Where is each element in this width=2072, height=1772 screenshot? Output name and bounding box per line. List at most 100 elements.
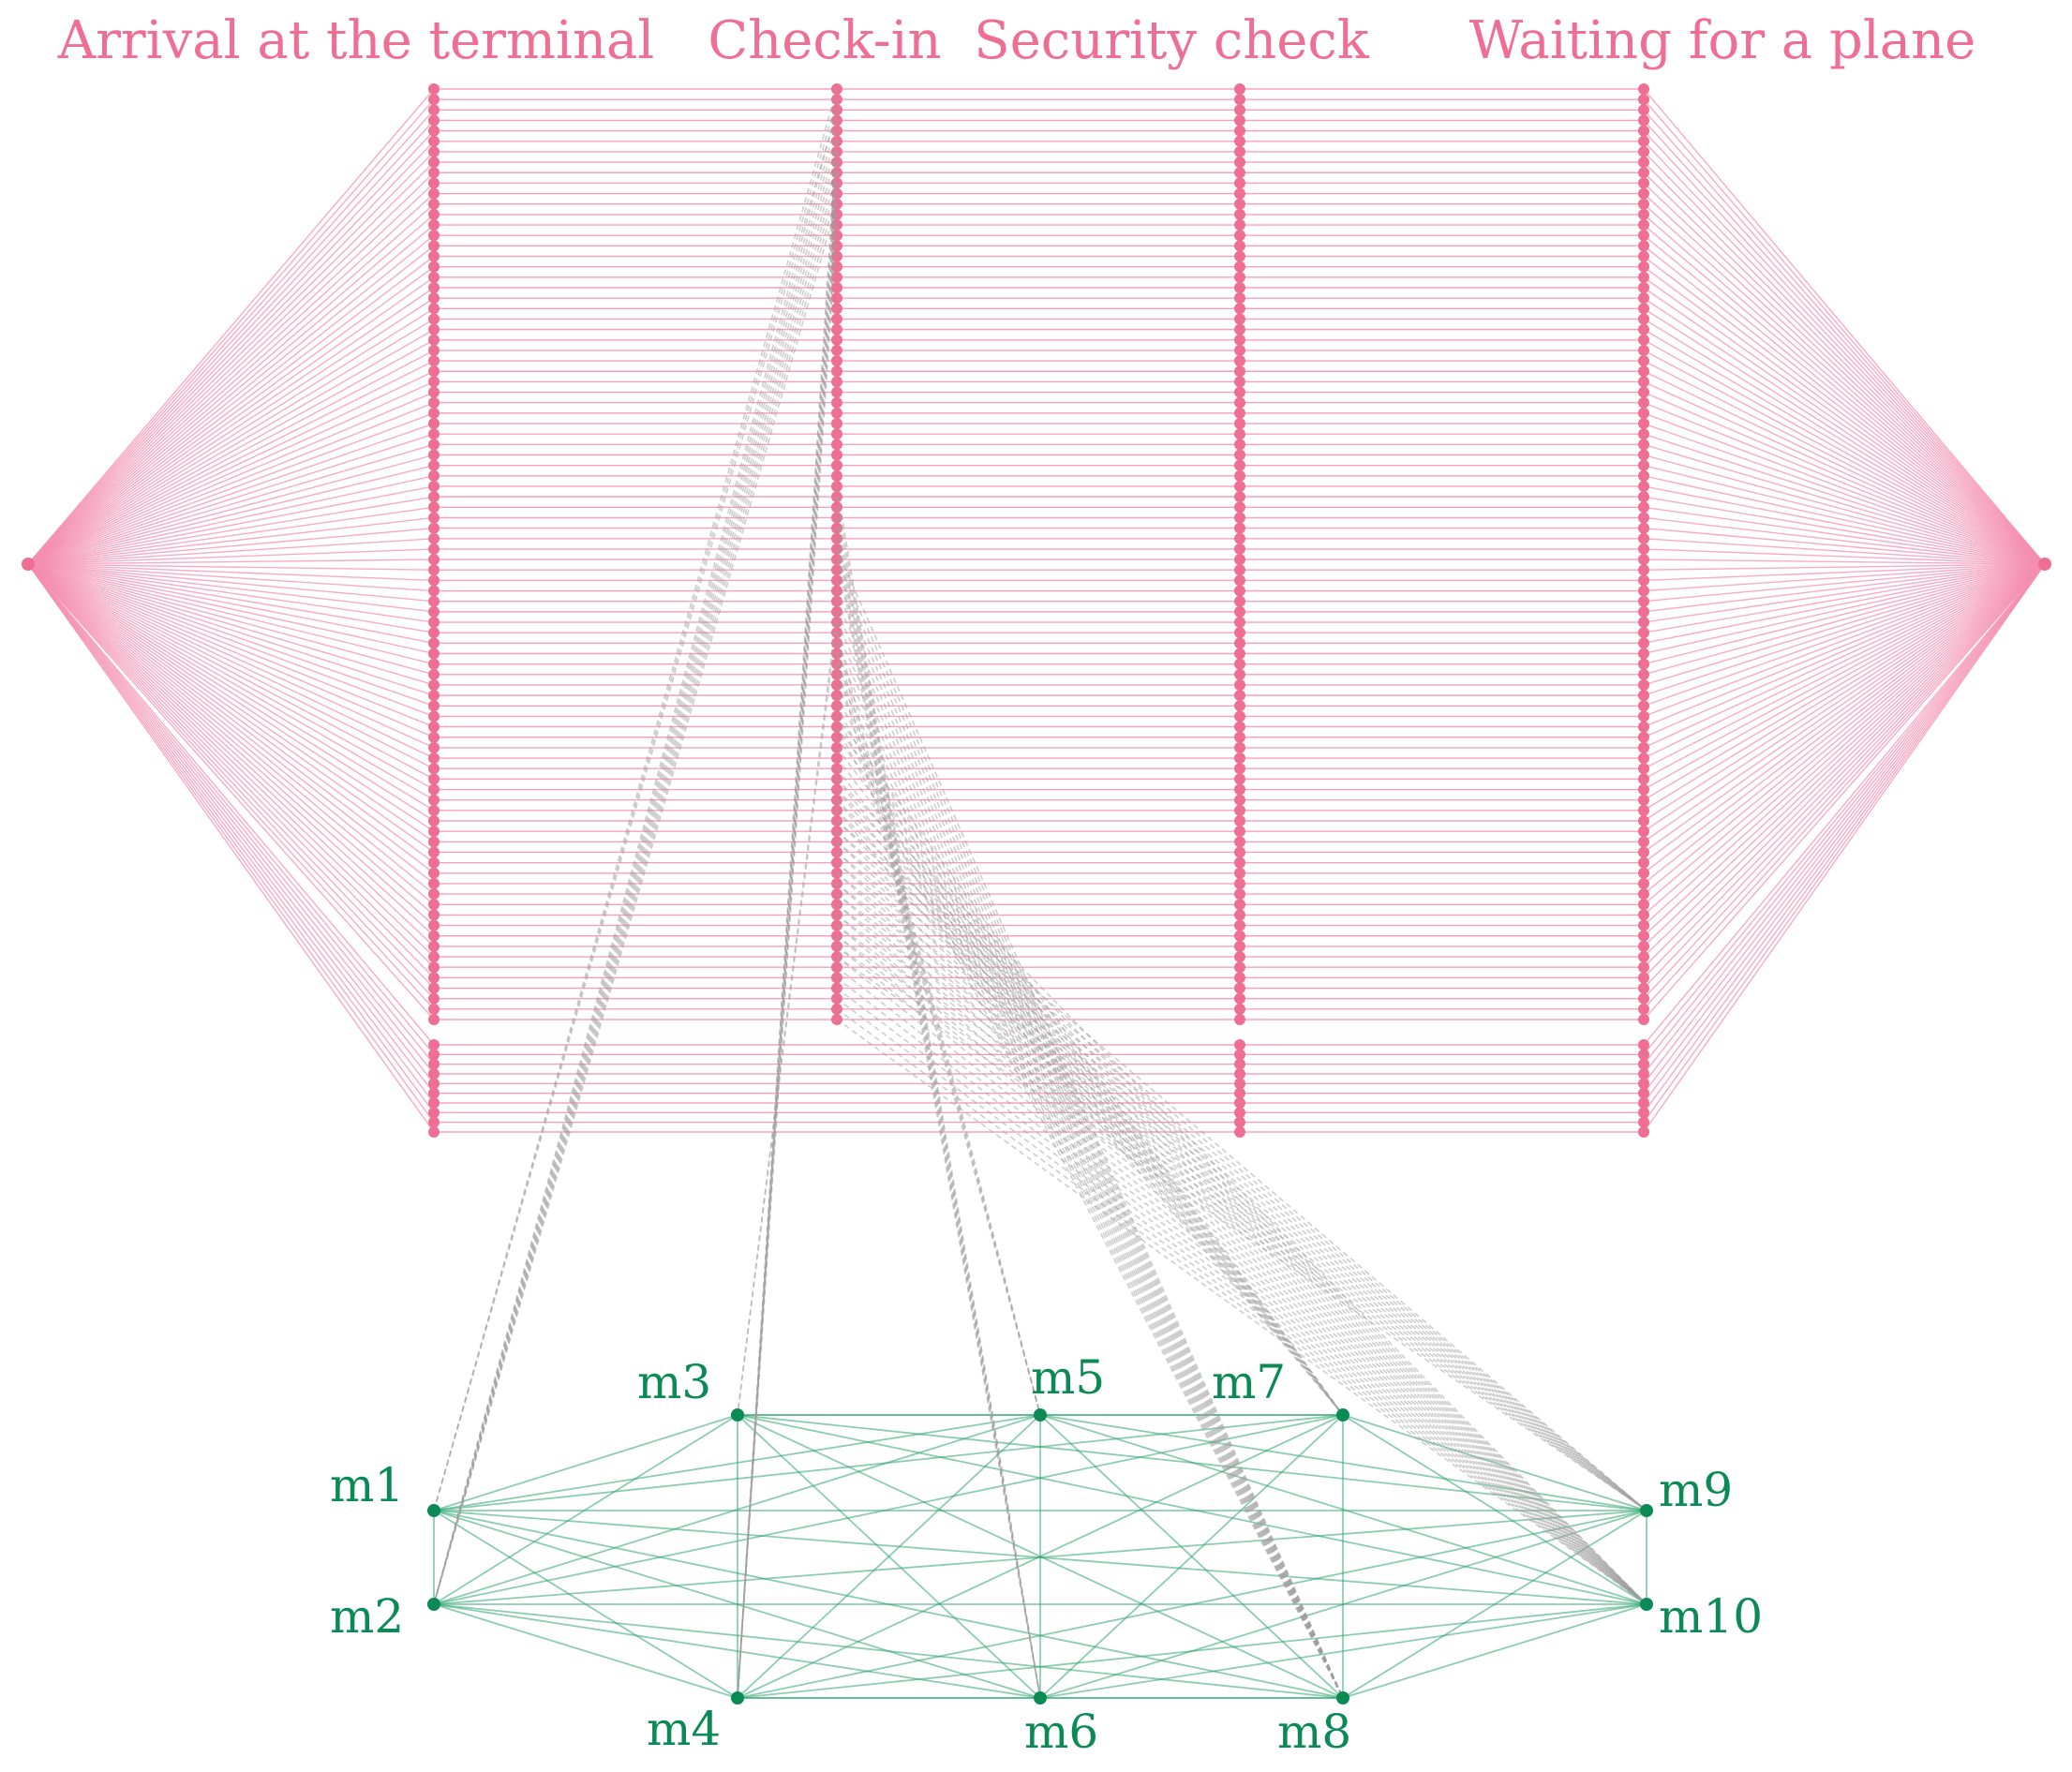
task-node	[1234, 501, 1245, 514]
task-node	[1234, 156, 1245, 169]
task-node	[1638, 459, 1649, 471]
machine-label-m5: m5	[1031, 1350, 1105, 1405]
task-node	[1638, 1087, 1649, 1099]
task-node	[428, 114, 440, 127]
assignment-edge-m10	[836, 841, 1647, 1605]
task-node	[428, 678, 440, 691]
task-node	[1234, 261, 1245, 273]
source-edge	[27, 563, 435, 718]
task-node	[428, 648, 440, 660]
task-node	[428, 418, 440, 430]
task-node	[1638, 418, 1649, 430]
task-node	[1638, 135, 1649, 147]
task-node	[428, 156, 440, 169]
source-edge	[27, 88, 435, 565]
source-edge	[27, 506, 435, 565]
sink-edge	[1643, 475, 2046, 565]
task-node	[1638, 1058, 1649, 1070]
sink-edge	[1643, 563, 2046, 665]
sink-edge	[1643, 563, 2046, 1046]
task-node	[1234, 700, 1245, 712]
task-node	[831, 323, 842, 335]
source-edge	[27, 563, 435, 1104]
sink-edge	[1643, 402, 2046, 565]
machine-label-m10: m10	[1659, 1589, 1763, 1644]
task-node	[1234, 522, 1245, 534]
task-node	[428, 1078, 440, 1090]
source-edge	[27, 563, 435, 958]
task-node	[1234, 658, 1245, 670]
task-node	[428, 741, 440, 753]
task-node	[1234, 595, 1245, 607]
source-edge	[27, 350, 435, 565]
source-edge	[27, 360, 435, 565]
assignment-edge-m9	[836, 924, 1647, 1511]
sink-edge	[1643, 109, 2046, 565]
source-edge	[27, 563, 435, 1133]
task-node	[428, 574, 440, 587]
source-edge	[27, 402, 435, 565]
assignment-edge-m7	[836, 747, 1344, 1416]
task-node	[1234, 804, 1245, 816]
sink-edge	[1643, 151, 2046, 565]
sink-edge	[1643, 287, 2046, 565]
machine-node-m4	[731, 1691, 744, 1705]
task-node	[831, 292, 842, 305]
sink-edge	[1643, 563, 2046, 1075]
task-node	[1234, 982, 1245, 994]
sink-edge	[1643, 506, 2046, 565]
assignment-edge-m7	[836, 789, 1344, 1416]
machine-node-m3	[731, 1408, 744, 1422]
sink-edge	[1643, 563, 2046, 1113]
task-node	[831, 376, 842, 388]
assignment-edge-m10	[836, 893, 1647, 1605]
task-node	[1638, 710, 1649, 722]
task-node	[428, 585, 440, 597]
source-edge	[27, 527, 435, 565]
task-node	[428, 104, 440, 116]
source-edge	[27, 516, 435, 565]
task-node	[428, 344, 440, 356]
task-node	[428, 323, 440, 335]
task-node	[1234, 1087, 1245, 1099]
task-node	[428, 899, 440, 911]
task-node	[831, 303, 842, 315]
task-node	[1234, 585, 1245, 597]
source-edge	[27, 255, 435, 565]
source-edge	[27, 276, 435, 565]
source-edge	[27, 563, 435, 655]
source-edge	[27, 563, 435, 791]
source-edge	[27, 563, 435, 978]
task-node	[1638, 940, 1649, 952]
assignment-edge-m10	[836, 788, 1647, 1605]
assignment-edges	[433, 88, 1647, 1699]
assignment-edge-m10	[836, 851, 1647, 1605]
source-edge	[27, 214, 435, 565]
task-node	[1234, 627, 1245, 639]
assignment-edge-m9	[836, 893, 1647, 1511]
task-node	[1234, 386, 1245, 398]
task-node	[1234, 836, 1245, 848]
sink-edge	[1643, 203, 2046, 565]
source-edge	[27, 563, 435, 905]
task-node	[428, 752, 440, 765]
task-node	[428, 1097, 440, 1109]
task-node	[1234, 323, 1245, 335]
task-node	[428, 909, 440, 921]
task-node	[1638, 480, 1649, 492]
task-node	[1638, 794, 1649, 806]
assignment-edge-m2	[433, 151, 838, 1605]
task-node	[1234, 407, 1245, 419]
source-edge	[27, 563, 435, 874]
task-node	[428, 721, 440, 733]
task-node	[1638, 617, 1649, 629]
source-edge	[27, 563, 435, 676]
task-node	[1638, 323, 1649, 335]
task-node	[1638, 261, 1649, 273]
task-node	[1234, 125, 1245, 137]
task-node	[1234, 230, 1245, 242]
task-node	[1234, 167, 1245, 179]
source-edge	[27, 563, 435, 916]
task-node	[1638, 951, 1649, 963]
